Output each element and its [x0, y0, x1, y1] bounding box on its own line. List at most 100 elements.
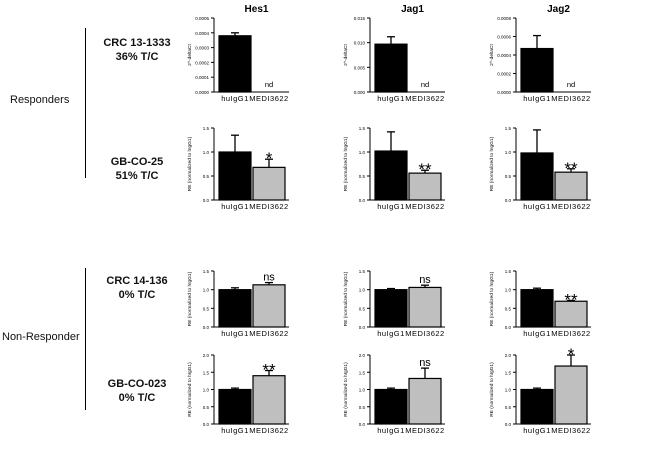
x-tick-label: huIgG1	[377, 94, 405, 103]
y-tick-label: 0.010	[354, 41, 366, 46]
y-axis-label: RE (normalized to hIgG1)	[187, 271, 193, 326]
y-axis-label: 2^-deltaCt	[187, 43, 193, 65]
x-tick-label: MEDI3622	[405, 426, 444, 435]
x-tick-label: huIgG1	[523, 94, 551, 103]
y-tick-label: 2.0	[505, 353, 512, 358]
y-tick-label: 1.0	[203, 388, 210, 393]
bar-huigg1	[374, 43, 408, 93]
y-tick-label: 0.5	[359, 174, 366, 179]
bar-huigg1	[374, 289, 408, 328]
y-tick-label: 0.000	[354, 90, 366, 95]
y-tick-label: 0.0	[203, 198, 210, 203]
x-tick-label: MEDI3622	[551, 202, 590, 211]
y-tick-label: 0.0002	[497, 72, 511, 77]
y-tick-label: 1.5	[203, 269, 210, 274]
bar-huigg1	[218, 289, 252, 328]
x-tick-label: huIgG1	[221, 202, 249, 211]
y-tick-label: 0.5	[505, 405, 512, 410]
x-tick-label: huIgG1	[523, 202, 551, 211]
y-tick-label: 1.0	[505, 288, 512, 293]
y-tick-label: 0.5	[359, 405, 366, 410]
y-tick-label: 0.5	[203, 306, 210, 311]
bar-huigg1	[218, 151, 252, 201]
x-tick-label: MEDI3622	[551, 94, 590, 103]
significance-label: *	[266, 149, 273, 168]
bar-huigg1	[520, 47, 554, 93]
nd-label: nd	[567, 80, 575, 89]
x-tick-label: MEDI3622	[551, 329, 590, 338]
x-tick-label: MEDI3622	[249, 329, 288, 338]
bar-medi3622	[408, 172, 442, 201]
x-tick-label: MEDI3622	[249, 426, 288, 435]
y-axis-label: RE (normalized to hIgG1)	[187, 362, 193, 417]
x-tick-label: MEDI3622	[405, 202, 444, 211]
y-tick-label: 1.0	[505, 150, 512, 155]
bar-medi3622	[252, 166, 286, 201]
y-tick-label: 0.5	[505, 174, 512, 179]
bar-medi3622	[408, 286, 442, 328]
significance-label: ns	[419, 274, 431, 286]
y-tick-label: 1.5	[359, 370, 366, 375]
significance-label: **	[418, 160, 432, 179]
y-tick-label: 0.0	[359, 325, 366, 330]
chart-title: Hes1	[245, 4, 269, 15]
significance-label: **	[564, 290, 578, 309]
y-axis-label: RE (normalized to hIgG1)	[343, 362, 349, 417]
bar-medi3622	[252, 375, 286, 425]
significance-label: ns	[263, 272, 275, 284]
x-tick-label: huIgG1	[221, 94, 249, 103]
y-tick-label: 1.5	[203, 370, 210, 375]
y-tick-label: 0.0	[359, 198, 366, 203]
non-responder-bracket	[85, 268, 86, 410]
y-tick-label: 0.0004	[195, 31, 209, 36]
y-tick-label: 1.0	[359, 150, 366, 155]
x-tick-label: MEDI3622	[249, 94, 288, 103]
y-tick-label: 0.0	[505, 325, 512, 330]
y-tick-label: 0.5	[203, 174, 210, 179]
y-axis-label: RE (normalized to hIgG1)	[489, 271, 495, 326]
y-tick-label: 1.5	[359, 126, 366, 131]
model-label-gb-co-023: GB-CO-023 0% T/C	[107, 378, 167, 404]
x-tick-label: huIgG1	[221, 426, 249, 435]
y-tick-label: 2.0	[203, 353, 210, 358]
model-label-crc-14-136: CRC 14-136 0% T/C	[106, 275, 168, 301]
y-tick-label: 1.5	[203, 126, 210, 131]
y-tick-label: 0.0	[505, 422, 512, 427]
y-tick-label: 0.0003	[195, 46, 209, 51]
x-tick-label: huIgG1	[377, 426, 405, 435]
responders-bracket	[85, 28, 86, 178]
bar-huigg1	[218, 35, 252, 93]
y-axis-label: RE (normalized to hIgG1)	[489, 362, 495, 417]
x-tick-label: MEDI3622	[405, 329, 444, 338]
model-label-gb-co-25: GB-CO-25 51% T/C	[110, 156, 164, 182]
y-tick-label: 1.0	[203, 150, 210, 155]
y-axis-label: RE (normalized to hIgG1)	[187, 136, 193, 191]
x-tick-label: huIgG1	[523, 329, 551, 338]
bar-huigg1	[520, 152, 554, 201]
chart-title: Jag2	[547, 4, 570, 15]
significance-label: *	[568, 345, 575, 364]
chart-title: Jag1	[401, 4, 424, 15]
y-tick-label: 0.5	[203, 405, 210, 410]
bar-huigg1	[374, 388, 408, 425]
y-axis-label: 2^-deltaCt	[343, 43, 349, 65]
y-tick-label: 1.5	[359, 269, 366, 274]
x-tick-label: huIgG1	[221, 329, 249, 338]
y-tick-label: 1.0	[359, 288, 366, 293]
bar-medi3622	[554, 300, 588, 328]
y-tick-label: 0.0005	[195, 16, 209, 21]
y-tick-label: 2.0	[359, 353, 366, 358]
y-tick-label: 0.0002	[195, 60, 209, 65]
x-tick-label: MEDI3622	[551, 426, 590, 435]
y-tick-label: 0.0004	[497, 53, 511, 58]
bar-huigg1	[520, 289, 554, 328]
group-label-non-responder: Non-Responder	[2, 331, 80, 343]
x-tick-label: huIgG1	[377, 329, 405, 338]
y-axis-label: RE (normalized to hIgG1)	[343, 136, 349, 191]
y-axis-label: RE (normalized to hIgG1)	[343, 271, 349, 326]
bar-huigg1	[520, 388, 554, 425]
nd-label: nd	[421, 80, 429, 89]
y-tick-label: 0.005	[354, 65, 366, 70]
x-tick-label: huIgG1	[377, 202, 405, 211]
